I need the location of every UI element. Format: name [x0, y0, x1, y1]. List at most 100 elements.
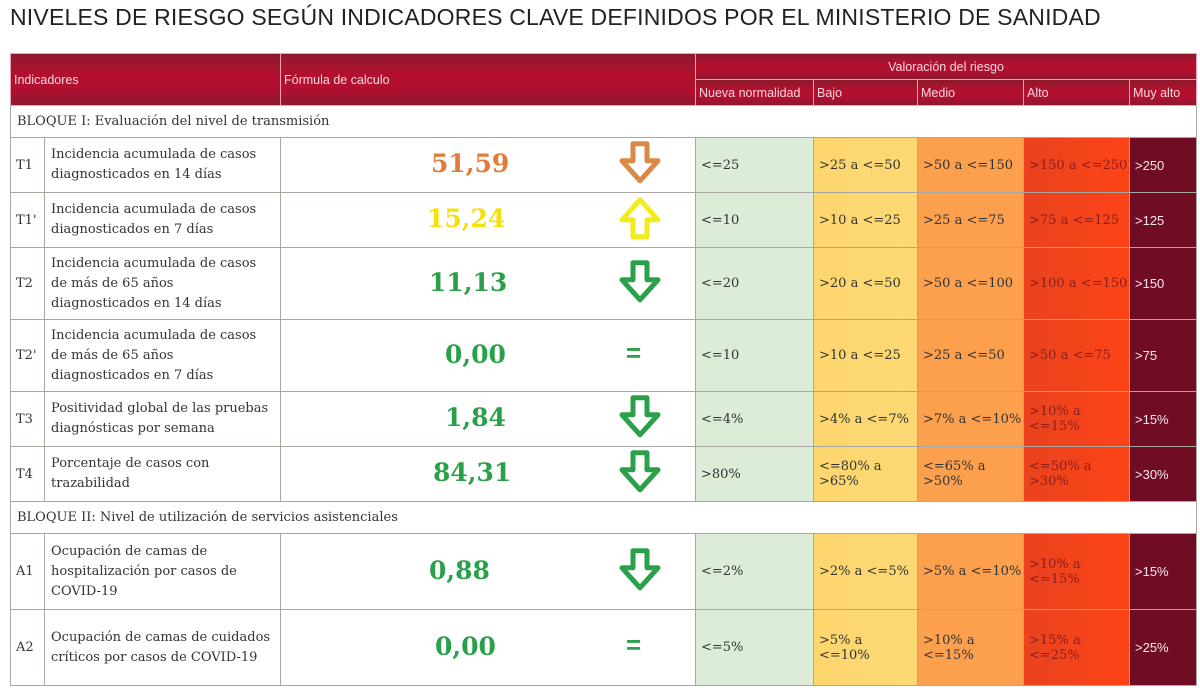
range-alto: >10% a <=15%: [1023, 533, 1130, 610]
range-bajo: >2% a <=5%: [813, 533, 918, 610]
range-medio: >10% a <=15%: [917, 609, 1024, 686]
indicator-value: 84,31: [433, 458, 512, 488]
range-nueva-normalidad: <=10: [695, 319, 814, 392]
range-alto: >15% a <=25%: [1023, 609, 1130, 686]
range-muy-alto: >15%: [1128, 391, 1198, 447]
block-label: BLOQUE II: Nivel de utilización de servi…: [9, 501, 1198, 534]
block-label: BLOQUE I: Evaluación del nivel de transm…: [9, 105, 1198, 138]
indicator-value: 15,24: [427, 204, 506, 234]
indicator-value-cell: 0,88: [280, 533, 696, 610]
risk-levels-table: Indicadores Fórmula de calculo Valoració…: [9, 53, 1198, 686]
range-medio: >7% a <=10%: [917, 391, 1024, 447]
indicator-code: A2: [10, 609, 45, 686]
indicator-row: T1' Incidencia acumulada de casos diagno…: [10, 192, 1198, 248]
range-muy-alto: >15%: [1128, 533, 1198, 610]
page-title: NIVELES DE RIESGO SEGÚN INDICADORES CLAV…: [10, 4, 1101, 30]
range-medio: <=65% a >50%: [917, 446, 1024, 502]
range-alto: >50 a <=75: [1023, 319, 1130, 392]
range-nueva-normalidad: <=4%: [695, 391, 814, 447]
indicator-value: 11,13: [429, 267, 508, 297]
indicator-value: 1,84: [445, 403, 506, 433]
block-header-row: BLOQUE I: Evaluación del nivel de transm…: [9, 105, 1198, 138]
indicator-code: T2': [10, 319, 45, 392]
range-nueva-normalidad: <=5%: [695, 609, 814, 686]
indicator-description: Incidencia acumulada de casos de más de …: [44, 247, 281, 320]
range-medio: >25 a <=50: [917, 319, 1024, 392]
indicator-description: Incidencia acumulada de casos de más de …: [44, 319, 281, 392]
range-bajo: >10 a <=25: [813, 319, 918, 392]
header-nueva-normalidad: Nueva normalidad: [695, 79, 814, 106]
range-bajo: >4% a <=7%: [813, 391, 918, 447]
indicator-value: 51,59: [431, 149, 510, 179]
indicator-description: Incidencia acumulada de casos diagnostic…: [44, 137, 281, 193]
equal-icon: =: [626, 336, 642, 367]
indicator-row: A1 Ocupación de camas de hospitalización…: [10, 533, 1198, 610]
range-nueva-normalidad: <=10: [695, 192, 814, 248]
indicator-value-cell: 1,84: [280, 391, 696, 447]
range-muy-alto: >30%: [1128, 446, 1198, 502]
arrow-down-icon: [619, 450, 661, 493]
header-medio: Medio: [917, 79, 1024, 106]
indicator-value: 0,00: [435, 631, 496, 661]
range-alto: >150 a <=250: [1023, 137, 1130, 193]
range-bajo: >5% a <=10%: [813, 609, 918, 686]
indicator-value-cell: 11,13: [280, 247, 696, 320]
header-formula: Fórmula de calculo: [280, 53, 696, 106]
range-alto: >100 a <=150: [1023, 247, 1130, 320]
header-indicadores: Indicadores: [10, 53, 281, 106]
indicator-row: A2 Ocupación de camas de cuidados crític…: [10, 609, 1198, 686]
range-nueva-normalidad: <=20: [695, 247, 814, 320]
indicator-description: Incidencia acumulada de casos diagnostic…: [44, 192, 281, 248]
arrow-down-icon: [619, 141, 661, 184]
indicator-code: A1: [10, 533, 45, 610]
arrow-up-icon: [619, 197, 661, 240]
range-bajo: >25 a <=50: [813, 137, 918, 193]
indicator-code: T4: [10, 446, 45, 502]
range-muy-alto: >25%: [1128, 609, 1198, 686]
indicator-value-cell: 84,31: [280, 446, 696, 502]
header-muy-alto: Muy alto: [1128, 79, 1198, 106]
indicator-value: 0,88: [429, 555, 490, 585]
arrow-down-icon: [619, 259, 661, 302]
range-muy-alto: >125: [1128, 192, 1198, 248]
indicator-code: T2: [10, 247, 45, 320]
indicator-code: T3: [10, 391, 45, 447]
indicator-description: Porcentaje de casos con trazabilidad: [44, 446, 281, 502]
block-header-row: BLOQUE II: Nivel de utilización de servi…: [9, 501, 1198, 534]
range-medio: >50 a <=150: [917, 137, 1024, 193]
range-bajo: >20 a <=50: [813, 247, 918, 320]
arrow-down-icon: [619, 547, 661, 590]
range-alto: >10% a <=15%: [1023, 391, 1130, 447]
indicator-code: T1: [10, 137, 45, 193]
indicator-row: T1 Incidencia acumulada de casos diagnos…: [10, 137, 1198, 193]
range-muy-alto: >75: [1128, 319, 1198, 392]
range-nueva-normalidad: >80%: [695, 446, 814, 502]
indicator-row: T2' Incidencia acumulada de casos de más…: [10, 319, 1198, 392]
indicator-value-cell: 0,00 =: [280, 609, 696, 686]
range-alto: >75 a <=125: [1023, 192, 1130, 248]
indicator-value-cell: 15,24: [280, 192, 696, 248]
range-muy-alto: >150: [1128, 247, 1198, 320]
indicator-value-cell: 51,59: [280, 137, 696, 193]
range-medio: >5% a <=10%: [917, 533, 1024, 610]
range-nueva-normalidad: <=25: [695, 137, 814, 193]
indicator-row: T3 Positividad global de las pruebas dia…: [10, 391, 1198, 447]
indicator-row: T2 Incidencia acumulada de casos de más …: [10, 247, 1198, 320]
header-alto: Alto: [1023, 79, 1130, 106]
indicator-description: Ocupación de camas de hospitalización po…: [44, 533, 281, 610]
indicator-description: Positividad global de las pruebas diagnó…: [44, 391, 281, 447]
header-bajo: Bajo: [813, 79, 918, 106]
equal-icon: =: [626, 628, 642, 659]
indicator-code: T1': [10, 192, 45, 248]
indicator-value-cell: 0,00 =: [280, 319, 696, 392]
header-valoracion: Valoración del riesgo: [694, 53, 1198, 80]
range-bajo: >10 a <=25: [813, 192, 918, 248]
range-medio: >25 a <=75: [917, 192, 1024, 248]
range-medio: >50 a <=100: [917, 247, 1024, 320]
arrow-down-icon: [619, 395, 661, 438]
indicator-description: Ocupación de camas de cuidados críticos …: [44, 609, 281, 686]
range-alto: <=50% a >30%: [1023, 446, 1130, 502]
indicator-row: T4 Porcentaje de casos con trazabilidad …: [10, 446, 1198, 502]
range-bajo: <=80% a >65%: [813, 446, 918, 502]
range-muy-alto: >250: [1128, 137, 1198, 193]
